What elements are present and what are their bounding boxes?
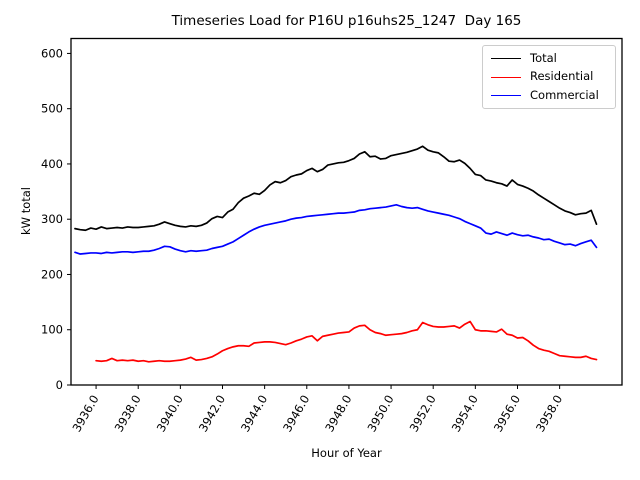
legend-item-commercial: Commercial [491, 87, 607, 102]
y-tick-label: 500 [41, 102, 63, 116]
x-tick-label: 3956.0 [491, 393, 523, 435]
legend-label-commercial: Commercial [530, 87, 599, 102]
y-tick-label: 600 [41, 46, 63, 60]
series-line-total [74, 145, 598, 232]
series-line-commercial [74, 203, 598, 255]
x-tick-label: 3946.0 [280, 393, 312, 435]
legend-label-total: Total [530, 51, 557, 65]
x-tick-label: 3950.0 [364, 393, 396, 435]
commercial-line-swatch [491, 94, 521, 96]
axes-spines [70, 37, 623, 386]
y-tick-label: 200 [41, 267, 63, 281]
x-tick-label: 3936.0 [69, 393, 101, 435]
chart-title: Timeseries Load for P16U p16uhs25_1247 D… [171, 13, 522, 29]
x-tick-label: 3948.0 [322, 393, 354, 435]
x-axis-label: Hour of Year [311, 446, 382, 460]
legend-box: Total Residential Commercial [482, 45, 616, 109]
y-axis-label: kW total [19, 187, 33, 235]
x-tick-label: 3954.0 [449, 393, 481, 435]
x-tick-label: 3938.0 [112, 393, 144, 435]
residential-line-swatch [491, 76, 521, 78]
x-tick-label: 3944.0 [238, 393, 270, 435]
x-tick-label: 3958.0 [533, 393, 565, 435]
x-tick-label: 3952.0 [407, 393, 439, 435]
total-line-swatch [491, 58, 521, 60]
x-tick-label: 3942.0 [196, 393, 228, 435]
series-line-residential [95, 320, 598, 363]
legend-item-residential: Residential [491, 71, 607, 83]
y-tick-label: 100 [41, 323, 63, 337]
y-tick-label: 400 [41, 157, 63, 171]
y-tick-label: 0 [56, 378, 63, 392]
x-tick-label: 3940.0 [154, 393, 186, 435]
y-tick-label: 300 [41, 212, 63, 226]
legend-label-residential: Residential [530, 69, 594, 84]
legend-item-total: Total [491, 51, 607, 65]
